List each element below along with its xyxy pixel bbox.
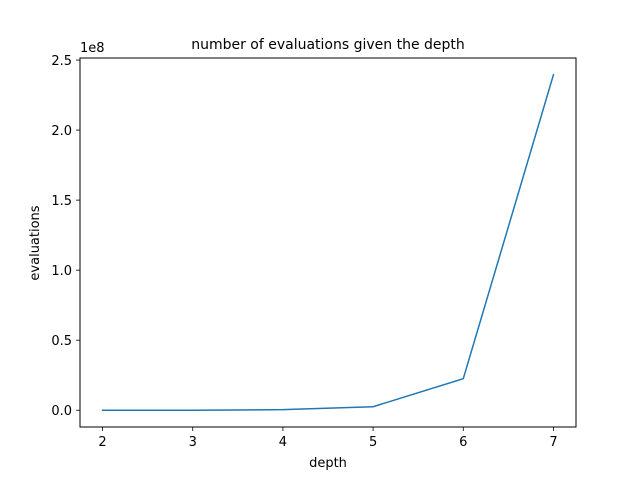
x-tick-label: 2 <box>98 435 106 450</box>
x-axis-label: depth <box>309 456 347 471</box>
y-axis-label: evaluations <box>28 205 43 280</box>
plot-marks <box>101 73 555 411</box>
y-axis-offset-text: 1e8 <box>80 41 105 56</box>
x-tick-label: 7 <box>549 435 557 450</box>
y-tick-label: 1.5 <box>51 194 72 209</box>
axes-frame <box>79 57 577 428</box>
y-axis-ticks: 0.0 0.5 1.0 1.5 2.0 2.5 <box>51 54 80 419</box>
x-tick-label: 5 <box>369 435 377 450</box>
y-tick-label: 1.0 <box>51 264 72 279</box>
series-line-0 <box>101 73 555 411</box>
chart-title: number of evaluations given the depth <box>191 37 465 53</box>
x-tick-label: 4 <box>279 435 287 450</box>
y-tick-label: 2.5 <box>51 54 72 69</box>
x-tick-label: 3 <box>189 435 197 450</box>
y-tick-label: 0.5 <box>51 334 72 349</box>
y-tick-label: 0.0 <box>51 404 72 419</box>
x-tick-label: 6 <box>459 435 467 450</box>
x-axis-ticks: 2 3 4 5 6 7 <box>98 427 558 450</box>
y-tick-label: 2.0 <box>51 124 72 139</box>
